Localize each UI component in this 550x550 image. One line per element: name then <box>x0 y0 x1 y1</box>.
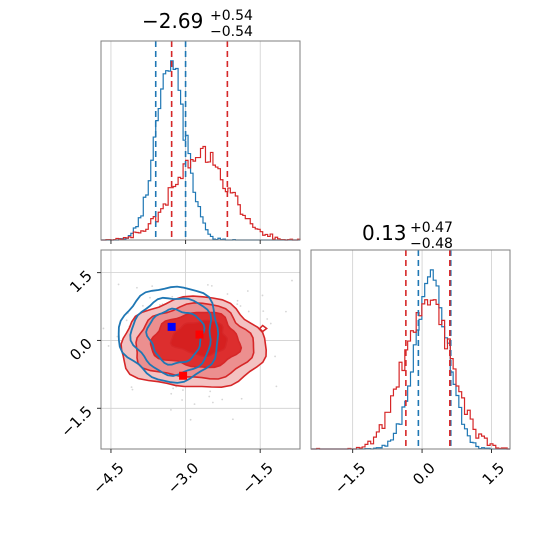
panel-hist-y-title-lower: −0.48 <box>410 236 453 252</box>
panel-hist-x-frame <box>100 40 301 241</box>
scatter-point <box>275 385 278 388</box>
scatter-point <box>206 283 209 286</box>
scatter-point <box>149 296 151 299</box>
scatter-point <box>239 305 242 307</box>
scatter-point <box>221 398 224 401</box>
scatter-point <box>266 318 269 320</box>
scatter-point <box>261 294 264 297</box>
contour-blue-mid <box>129 296 213 377</box>
hist-red <box>101 145 301 241</box>
x-tick-label: −3.0 <box>164 459 202 497</box>
panel-hist-y-frame <box>310 249 511 450</box>
scatter-point <box>171 295 174 298</box>
marker-square <box>179 371 188 380</box>
x-tick-label: −4.5 <box>89 459 127 497</box>
scatter-point <box>246 290 249 292</box>
scatter-point <box>116 335 119 338</box>
panel-hist-y-title: 0.13 <box>362 221 407 245</box>
scatter-point <box>136 286 138 289</box>
scatter-point <box>291 279 293 282</box>
panel-scatter-frame <box>100 249 301 450</box>
scatter-point <box>236 299 239 302</box>
scatter-point <box>151 285 154 288</box>
panel-hist-y: −1.5 0.0 1.5 0.13 +0.47 −0.48 <box>310 220 511 498</box>
scatter-point <box>130 386 133 389</box>
scatter-point <box>269 322 272 325</box>
x-tick-label: 1.5 <box>479 459 509 489</box>
contour-blue-inner <box>145 307 206 366</box>
x-tick-label: −1.5 <box>238 459 276 497</box>
contour-blue-outer <box>117 285 220 384</box>
y-tick-label: 1.5 <box>66 267 96 297</box>
scatter-point <box>125 319 128 322</box>
scatter-point <box>209 390 212 393</box>
scatter-point <box>170 392 173 395</box>
y-tick-label: 0.0 <box>66 335 96 365</box>
contour-red-isolated <box>258 324 268 333</box>
panel-scatter: −4.5 −3.0 −1.5 1.5 0.0 −1.5 <box>57 249 301 498</box>
panel-hist-x-title-upper: +0.54 <box>210 8 253 24</box>
scatter-point <box>107 345 110 347</box>
scatter-point <box>170 408 172 411</box>
scatter-point <box>247 310 250 313</box>
scatter-point <box>211 401 214 404</box>
scatter-point <box>240 397 243 400</box>
y-tick-label: −1.5 <box>57 402 95 440</box>
x-tick-label: −1.5 <box>331 459 369 497</box>
scatter-point <box>102 327 105 330</box>
scatter-point <box>181 399 183 401</box>
panel-hist-x-title-lower: −0.54 <box>210 24 253 40</box>
marker-square <box>195 330 204 339</box>
scatter-point <box>193 403 196 406</box>
hist-blue <box>311 269 510 450</box>
scatter-point <box>236 303 239 306</box>
scatter-point <box>172 387 175 390</box>
scatter-point <box>208 395 211 398</box>
x-tick-label: 0.0 <box>409 459 439 489</box>
scatter-point <box>285 310 287 313</box>
scatter-point <box>141 304 144 307</box>
scatter-point <box>210 284 213 287</box>
panel-hist-x: −2.69 +0.54 −0.54 <box>100 8 301 244</box>
scatter-point <box>189 418 192 421</box>
scatter-point <box>182 389 184 391</box>
panel-hist-x-title: −2.69 <box>142 9 203 33</box>
marker-square <box>167 322 176 331</box>
panel-hist-y-title-upper: +0.47 <box>410 220 453 236</box>
scatter-point <box>231 418 234 421</box>
scatter-point <box>158 304 161 306</box>
scatter-point <box>131 388 134 391</box>
scatter-point <box>117 283 120 286</box>
scatter-point <box>226 293 229 295</box>
scatter-point <box>262 310 265 313</box>
scatter-point <box>274 355 276 358</box>
